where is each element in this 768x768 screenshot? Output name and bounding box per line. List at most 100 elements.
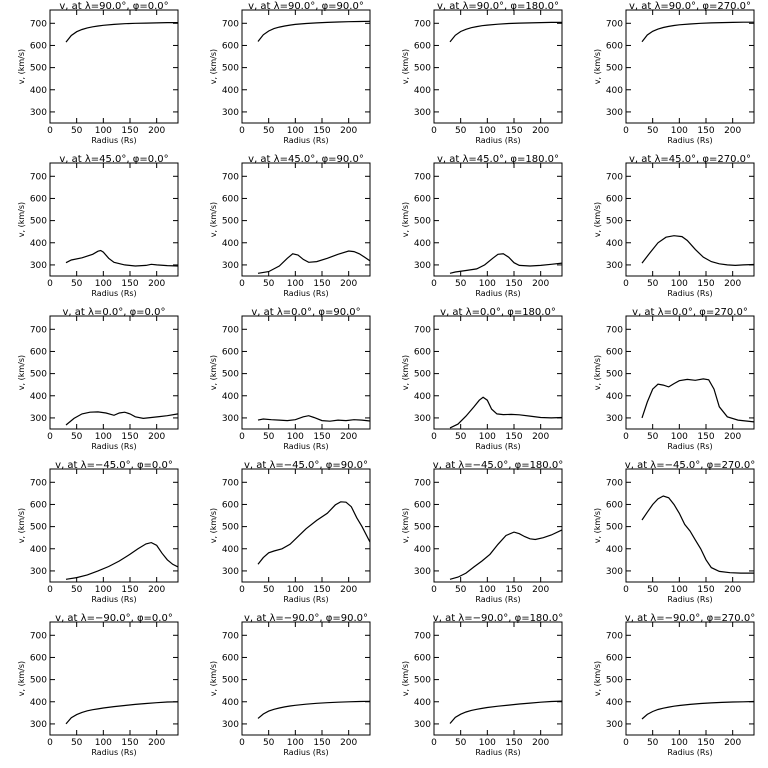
chart-svg: v, at λ=−45.0°, φ=0.0° 0 50 100 150 200 300 400…: [17, 460, 179, 604]
plot-frame: [241, 9, 371, 124]
chart-title: v, at λ=−45.0°, φ=90.0°: [244, 460, 368, 471]
chart-svg: v, at λ=45.0°, φ=0.0° 0 50 100 150 200 300 400 5…: [17, 154, 179, 298]
x-tick-label: 150: [697, 126, 714, 136]
y-tick-label: 500: [414, 523, 431, 533]
x-axis-label: Radius (Rs): [283, 595, 328, 604]
x-tick-label: 100: [95, 279, 112, 289]
chart-title: v, at λ=45.0°, φ=180.0°: [437, 154, 559, 165]
y-tick-label: 600: [606, 500, 623, 510]
x-tick-label: 100: [95, 126, 112, 136]
y-tick-label: 400: [606, 239, 623, 249]
chart-title: v, at λ=90.0°, φ=0.0°: [59, 1, 168, 12]
y-tick-label: 700: [606, 325, 623, 335]
x-tick-label: 200: [532, 432, 549, 442]
plot-frame: [49, 621, 179, 736]
y-tick-label: 700: [222, 631, 239, 641]
x-tick-label: 200: [532, 279, 549, 289]
x-axis-label: Radius (Rs): [667, 748, 712, 757]
y-tick-label: 700: [222, 172, 239, 182]
y-tick-label: 600: [414, 194, 431, 204]
x-tick-label: 200: [532, 585, 549, 595]
x-tick-label: 0: [623, 738, 629, 748]
x-tick-label: 150: [505, 432, 522, 442]
x-tick-label: 150: [505, 279, 522, 289]
plot-frame: [241, 621, 371, 736]
x-tick-label: 100: [479, 432, 496, 442]
x-tick-label: 0: [623, 126, 629, 136]
series-line: [65, 701, 179, 725]
x-axis-label: Radius (Rs): [91, 289, 136, 298]
y-axis-label: v, (km/s): [17, 49, 26, 84]
chart-panel: v, at λ=0.0°, φ=90.0° 0 50 100 150 200 300 400 5…: [192, 306, 384, 459]
chart-panel: v, at λ=45.0°, φ=90.0° 0 50 100 150 200 300 400…: [192, 153, 384, 306]
y-tick-label: 700: [414, 325, 431, 335]
x-axis-label: Radius (Rs): [283, 289, 328, 298]
y-tick-label: 400: [30, 698, 47, 708]
y-axis-label: v, (km/s): [209, 661, 218, 696]
y-tick-label: 400: [606, 392, 623, 402]
x-axis-label: Radius (Rs): [91, 748, 136, 757]
x-axis-label: Radius (Rs): [91, 136, 136, 145]
y-tick-label: 600: [222, 194, 239, 204]
x-tick-label: 200: [148, 126, 165, 136]
chart-svg: v, at λ=0.0°, φ=180.0° 0 50 100 150 200 300 400…: [401, 307, 563, 451]
x-tick-label: 200: [148, 279, 165, 289]
chart-panel: v, at λ=−45.0°, φ=90.0° 0 50 100 150 200 300 40…: [192, 459, 384, 612]
chart-svg: v, at λ=−90.0°, φ=0.0° 0 50 100 150 200 300 400…: [17, 613, 179, 757]
y-tick-label: 600: [414, 653, 431, 663]
plot-frame: [433, 315, 563, 430]
x-tick-label: 150: [697, 585, 714, 595]
y-tick-label: 600: [30, 653, 47, 663]
x-tick-label: 100: [671, 432, 688, 442]
x-tick-label: 0: [239, 585, 245, 595]
y-tick-label: 400: [30, 239, 47, 249]
x-tick-label: 150: [121, 585, 138, 595]
x-tick-label: 0: [47, 279, 53, 289]
y-tick-label: 700: [30, 325, 47, 335]
x-axis-label: Radius (Rs): [475, 136, 520, 145]
x-axis-label: Radius (Rs): [667, 136, 712, 145]
chart-panel: v, at λ=45.0°, φ=270.0° 0 50 100 150 200 300 40…: [576, 153, 768, 306]
chart-title: v, at λ=0.0°, φ=270.0°: [632, 307, 748, 318]
y-tick-label: 600: [222, 347, 239, 357]
x-tick-label: 50: [263, 738, 275, 748]
x-tick-label: 200: [724, 432, 741, 442]
x-tick-label: 50: [71, 585, 83, 595]
y-tick-label: 300: [606, 414, 623, 424]
plot-frame: [241, 162, 371, 277]
y-tick-label: 400: [30, 86, 47, 96]
x-tick-label: 200: [724, 126, 741, 136]
x-tick-label: 0: [623, 585, 629, 595]
y-tick-label: 500: [414, 370, 431, 380]
x-tick-label: 100: [671, 279, 688, 289]
chart-title: v, at λ=−45.0°, φ=270.0°: [625, 460, 755, 471]
chart-title: v, at λ=−90.0°, φ=0.0°: [55, 613, 173, 624]
y-tick-label: 500: [606, 370, 623, 380]
x-tick-label: 200: [148, 432, 165, 442]
x-axis-label: Radius (Rs): [475, 748, 520, 757]
y-axis-label: v, (km/s): [593, 49, 602, 84]
x-tick-label: 0: [239, 279, 245, 289]
x-tick-label: 50: [455, 126, 467, 136]
chart-panel: v, at λ=−90.0°, φ=270.0° 0 50 100 150 200 300 4…: [576, 612, 768, 765]
y-tick-label: 700: [222, 19, 239, 29]
x-tick-label: 0: [431, 585, 437, 595]
x-tick-label: 150: [313, 585, 330, 595]
series-line: [641, 21, 754, 43]
chart-panel: v, at λ=90.0°, φ=180.0° 0 50 100 150 200 300 40…: [384, 0, 576, 153]
chart-svg: v, at λ=45.0°, φ=180.0° 0 50 100 150 200 300 40…: [401, 154, 563, 298]
y-tick-label: 400: [414, 698, 431, 708]
x-tick-label: 150: [697, 279, 714, 289]
chart-svg: v, at λ=90.0°, φ=270.0° 0 50 100 150 200 300 40…: [593, 1, 755, 145]
y-tick-label: 300: [30, 108, 47, 118]
x-axis-label: Radius (Rs): [667, 289, 712, 298]
x-tick-label: 50: [647, 432, 659, 442]
x-tick-label: 150: [313, 279, 330, 289]
y-tick-label: 700: [30, 478, 47, 488]
chart-title: v, at λ=90.0°, φ=90.0°: [248, 1, 364, 12]
x-tick-label: 200: [724, 738, 741, 748]
y-tick-label: 500: [30, 64, 47, 74]
y-axis-label: v, (km/s): [401, 49, 410, 84]
x-tick-label: 150: [313, 126, 330, 136]
